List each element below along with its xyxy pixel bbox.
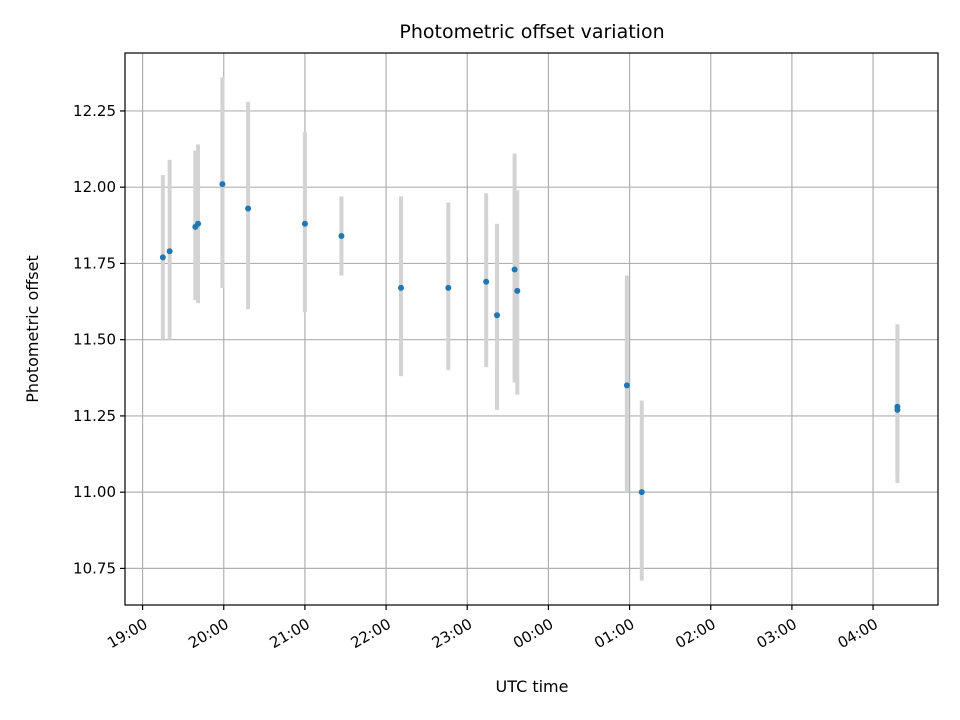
errorbar-layer bbox=[160, 77, 900, 581]
x-tick-label: 04:00 bbox=[835, 615, 881, 652]
chart-title: Photometric offset variation bbox=[399, 21, 664, 43]
data-point bbox=[219, 181, 226, 188]
data-point bbox=[166, 248, 173, 255]
y-tick-label: 11.25 bbox=[73, 407, 116, 425]
x-tick-label: 23:00 bbox=[429, 615, 475, 652]
x-tick-label: 03:00 bbox=[753, 615, 799, 652]
plot-frame bbox=[124, 52, 939, 606]
data-point bbox=[195, 220, 202, 227]
x-tick-label: 19:00 bbox=[104, 615, 150, 652]
data-point bbox=[894, 406, 901, 413]
y-tick-label: 10.75 bbox=[73, 559, 116, 577]
data-point bbox=[245, 205, 252, 212]
x-tick-label: 22:00 bbox=[348, 615, 394, 652]
data-point bbox=[494, 312, 501, 319]
x-tick-label: 21:00 bbox=[266, 615, 312, 652]
x-tick-label: 00:00 bbox=[510, 615, 556, 652]
data-point bbox=[445, 284, 452, 291]
x-tick-label: 02:00 bbox=[672, 615, 718, 652]
y-axis-label: Photometric offset bbox=[23, 255, 42, 403]
point-layer bbox=[159, 181, 901, 496]
data-point bbox=[623, 382, 630, 389]
x-tick-label: 20:00 bbox=[185, 615, 231, 652]
y-tick-label: 11.00 bbox=[73, 483, 116, 501]
grid-layer bbox=[125, 53, 938, 605]
data-point bbox=[483, 278, 490, 285]
data-point bbox=[514, 287, 521, 294]
data-point bbox=[338, 232, 345, 239]
y-tick-label: 12.00 bbox=[73, 178, 116, 196]
data-point bbox=[638, 489, 645, 496]
y-tick-label: 11.50 bbox=[73, 331, 116, 349]
data-point bbox=[159, 254, 166, 261]
data-point bbox=[511, 266, 518, 273]
y-tick-label: 12.25 bbox=[73, 102, 116, 120]
x-axis: 19:00 20:00 21:00 22:00 23:00 00:00 01:00 02:00… bbox=[104, 605, 881, 652]
y-tick-label: 11.75 bbox=[73, 254, 116, 272]
data-point bbox=[397, 284, 404, 291]
data-point bbox=[301, 220, 308, 227]
x-tick-label: 01:00 bbox=[591, 615, 637, 652]
x-axis-label: UTC time bbox=[496, 677, 569, 696]
y-axis: 10.75 11.00 11.25 11.50 11.75 12.00 12.25 bbox=[73, 102, 125, 577]
